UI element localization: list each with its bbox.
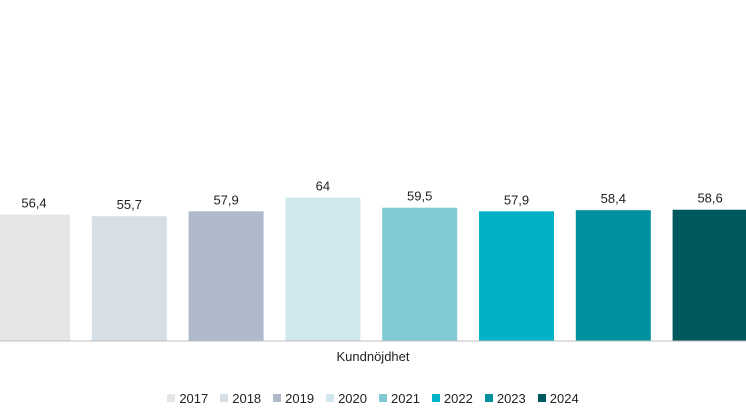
data-label-2018: 55,7 [117, 197, 142, 212]
bar-2022 [479, 211, 554, 341]
legend-swatch [273, 394, 282, 402]
bar-2017 [0, 214, 70, 341]
legend-swatch [431, 394, 440, 402]
x-axis-category-label: Kundnöjdhet [336, 349, 409, 364]
bar-2024 [672, 209, 746, 341]
data-label-2024: 58,6 [697, 191, 722, 206]
legend-swatch [484, 394, 493, 402]
legend-swatch [326, 394, 335, 402]
legend-label: 2021 [391, 390, 420, 406]
legend-label: 2022 [443, 390, 473, 406]
legend-label: 2018 [232, 390, 262, 406]
legend-swatch [537, 394, 546, 402]
bar-2020 [285, 197, 361, 341]
legend-item-2023: 2023 [484, 390, 526, 406]
legend-label: 2017 [179, 390, 209, 406]
bar-2021 [382, 207, 458, 341]
legend-item-2020: 2020 [326, 391, 367, 406]
bar-2019 [188, 211, 264, 341]
data-label-2019: 57,9 [213, 192, 238, 207]
legend-item-2024: 2024 [537, 390, 579, 406]
bar-2018 [91, 216, 167, 341]
data-label-2023: 58,4 [601, 191, 626, 206]
legend-swatch [220, 394, 229, 402]
data-label-2021: 59,5 [407, 189, 432, 204]
legend-item-2022: 2022 [431, 390, 473, 406]
legend: 2017 2018 2019 2020 2021 2022 2023 2024 [0, 388, 746, 408]
legend-label: 2020 [338, 390, 367, 406]
legend-label: 2023 [496, 390, 526, 406]
legend-label: 2019 [285, 390, 315, 406]
legend-item-2017: 2017 [167, 391, 208, 406]
data-label-2022: 57,9 [504, 192, 529, 207]
data-label-2017: 56,4 [21, 196, 46, 211]
legend-item-2021: 2021 [379, 391, 420, 406]
legend-item-2019: 2019 [273, 391, 314, 406]
data-label-2020: 64 [316, 179, 330, 194]
bars-group [0, 197, 746, 341]
data-labels-group: 56,4 55,7 57,9 64 59,5 57,9 58,4 58,6 [21, 179, 722, 213]
bar-2023 [575, 210, 651, 341]
legend-label: 2024 [549, 390, 579, 406]
legend-swatch [167, 394, 176, 402]
legend-item-2018: 2018 [220, 391, 261, 406]
legend-swatch [379, 394, 387, 402]
